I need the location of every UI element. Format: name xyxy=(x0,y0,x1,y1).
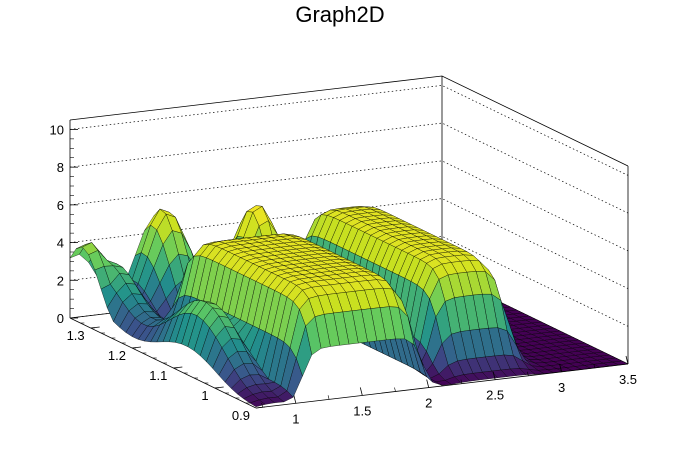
z-tick-label: 0 xyxy=(57,311,64,326)
z-gridline xyxy=(69,122,629,214)
x-tick-mark xyxy=(426,379,430,388)
x-tick-label: 1.5 xyxy=(353,403,371,418)
z-tick-label: 6 xyxy=(57,198,64,213)
x-minor-tick xyxy=(327,395,330,400)
z-gridline xyxy=(69,198,629,289)
x-tick-mark xyxy=(625,355,629,365)
x-tick-label: 3.5 xyxy=(619,372,637,387)
z-tick-label: 10 xyxy=(50,122,64,137)
y-tick-label: 1.3 xyxy=(67,328,85,343)
x-minor-tick xyxy=(460,379,463,384)
x-tick-mark xyxy=(492,371,496,380)
x-axis: 1 1.5 2 2.5 3 3.5 xyxy=(261,355,637,426)
x-minor-tick xyxy=(394,387,396,392)
x-minor-tick xyxy=(527,371,529,376)
z-tick-label: 2 xyxy=(57,273,64,288)
x-tick-label: 3 xyxy=(558,380,565,395)
z-gridline xyxy=(69,160,629,252)
z-tick-label: 4 xyxy=(57,236,64,251)
y-tick-mark xyxy=(255,406,266,409)
y-tick-label: 1 xyxy=(201,388,208,403)
x-tick-label: 2 xyxy=(425,396,432,411)
x-minor-tick xyxy=(593,363,596,369)
x-tick-label: 1 xyxy=(292,411,299,426)
chart-title: Graph2D xyxy=(295,2,384,27)
y-tick-label: 1.1 xyxy=(149,368,167,383)
surface-plot xyxy=(69,205,629,407)
x-tick-label: 2.5 xyxy=(486,388,504,403)
front-x-edge xyxy=(255,363,629,409)
x-tick-mark xyxy=(293,395,297,404)
back-top-edge xyxy=(69,75,629,167)
y-tick-label: 1.2 xyxy=(108,348,126,363)
x-tick-mark xyxy=(559,363,562,372)
x-minor-tick xyxy=(261,403,263,408)
y-tick-label: 0.9 xyxy=(232,408,250,423)
x-tick-mark xyxy=(359,387,363,396)
z-tick-label: 8 xyxy=(57,160,64,175)
y-axis: 0.9 1 1.1 1.2 1.3 xyxy=(67,317,266,423)
z-gridline xyxy=(69,85,629,176)
